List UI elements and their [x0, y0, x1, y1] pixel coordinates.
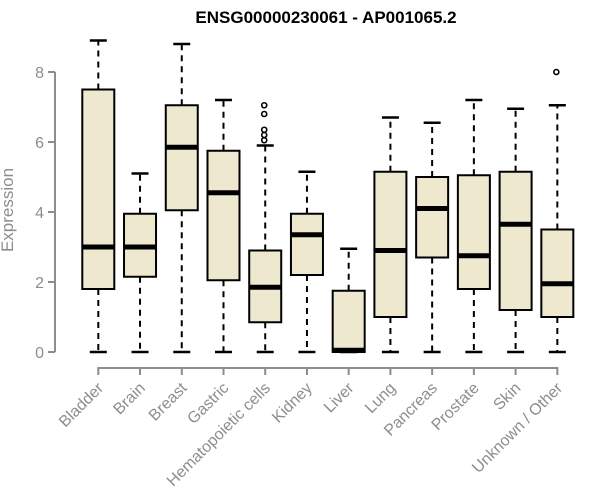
box-unknown-other: [540, 68, 575, 354]
box-gastric: [206, 98, 241, 354]
y-tick-label: 8: [35, 65, 44, 82]
box-skin: [498, 107, 533, 354]
iqr-box: [164, 104, 199, 212]
box-brain: [123, 172, 158, 354]
x-tick-label-brain: Brain: [110, 380, 148, 418]
box-hematopoietic-cells: [248, 101, 283, 354]
iqr-box: [415, 176, 450, 259]
box-kidney: [289, 170, 324, 354]
x-tick-label-kidney: Kidney: [269, 380, 316, 427]
box-prostate: [456, 98, 491, 354]
x-tick-label-skin: Skin: [490, 380, 524, 414]
outlier-point: [260, 131, 268, 139]
x-tick-label-liver: Liver: [321, 379, 358, 416]
y-tick-label: 0: [35, 345, 44, 362]
iqr-box: [81, 88, 116, 290]
y-tick-label: 6: [35, 135, 44, 152]
box-bladder: [81, 39, 116, 354]
iqr-box: [498, 170, 533, 311]
x-tick-label-lung: Lung: [362, 380, 399, 417]
y-tick-label: 4: [35, 205, 44, 222]
box-lung: [373, 116, 408, 354]
outlier-point: [553, 68, 560, 76]
iqr-box: [540, 228, 575, 318]
outlier-point: [260, 110, 268, 118]
y-axis-title: Expression: [0, 168, 17, 252]
iqr-box: [206, 149, 241, 282]
outlier-point: [260, 136, 268, 144]
iqr-box: [456, 174, 491, 290]
box-liver: [331, 247, 366, 354]
outlier-point: [260, 126, 268, 134]
chart-title: ENSG00000230061 - AP001065.2: [195, 8, 456, 27]
box-pancreas: [415, 121, 450, 354]
y-axis: 0 2 4 6 8: [35, 65, 56, 362]
outlier-point: [260, 101, 268, 109]
box-breast: [164, 42, 199, 354]
x-tick-label-bladder: Bladder: [56, 379, 107, 430]
plot-area: 0 2 4 6 8 Bladder BrainBreastGastricHematopoie…: [35, 39, 575, 490]
iqr-box: [289, 212, 324, 276]
x-tick-label-breast: Breast: [146, 379, 191, 424]
iqr-box: [373, 170, 408, 318]
y-tick-label: 2: [35, 275, 44, 292]
iqr-box: [331, 289, 366, 353]
